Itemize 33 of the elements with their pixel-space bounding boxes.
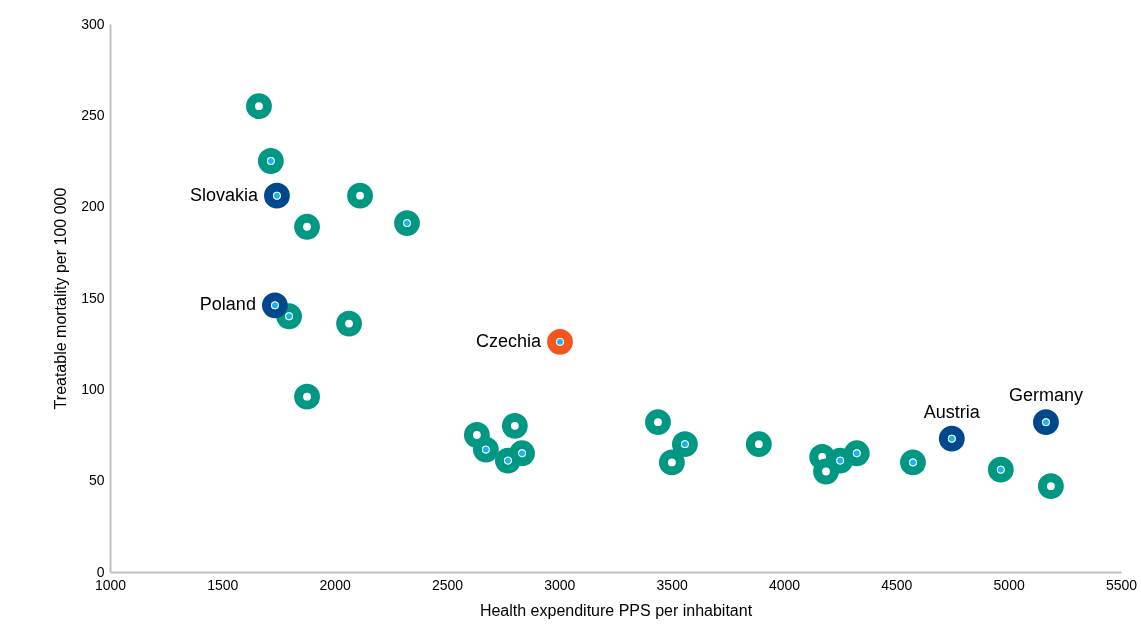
x-tick-label: 3500 — [656, 576, 688, 593]
y-tick-label: 100 — [81, 380, 105, 397]
y-tick-label: 250 — [81, 106, 105, 123]
x-tick-label: 2000 — [319, 576, 351, 593]
annotation: Czechia — [475, 330, 542, 351]
point — [745, 431, 772, 458]
y-tick-label: 150 — [81, 289, 105, 306]
x-axis-title: Health expenditure PPS per inhabitant — [479, 601, 753, 619]
x-tick-label: 2500 — [431, 576, 464, 593]
x-tick-label: 5000 — [993, 576, 1025, 593]
point — [658, 449, 685, 476]
point — [501, 412, 528, 439]
point — [1037, 473, 1064, 500]
annotation: Slovakia — [189, 184, 259, 205]
x-tick-label: 4500 — [881, 576, 913, 593]
point — [336, 310, 362, 337]
point — [645, 409, 671, 436]
x-tick-label: 1500 — [207, 576, 239, 593]
point — [813, 458, 839, 485]
point — [294, 213, 320, 240]
y-tick-label: 200 — [81, 198, 105, 215]
point — [347, 182, 373, 209]
y-axis-title: Treatable mortality per 100 000 — [52, 187, 70, 410]
y-tick-label: 50 — [88, 472, 105, 489]
annotation: Poland — [199, 294, 256, 315]
x-tick-label: 5500 — [1105, 576, 1138, 593]
point — [246, 93, 272, 120]
point — [294, 383, 320, 410]
annotation: Austria — [923, 401, 981, 422]
x-tick-label: 4000 — [768, 576, 801, 593]
x-tick-label: 3000 — [544, 576, 576, 593]
y-tick-label: 300 — [81, 15, 105, 32]
annotation: Germany — [1008, 385, 1083, 406]
